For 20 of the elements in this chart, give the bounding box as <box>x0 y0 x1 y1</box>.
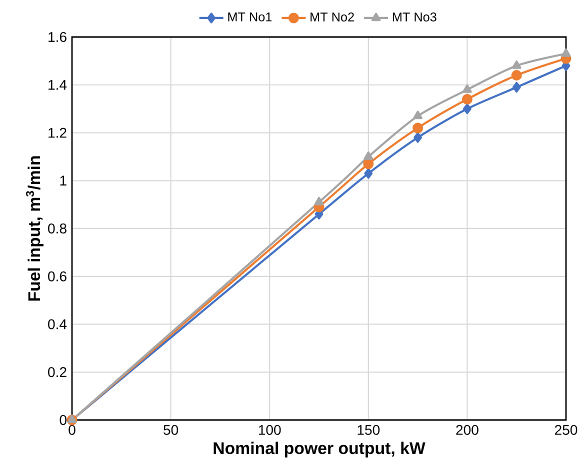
y-tick-label: 0.8 <box>48 224 66 234</box>
x-tick-label: 0 <box>68 424 76 435</box>
y-tick-label: 0.4 <box>48 319 67 330</box>
x-tick-label: 50 <box>164 424 178 435</box>
legend-label: MT No2 <box>310 12 354 22</box>
y-tick-label: 1.6 <box>48 32 66 42</box>
legend-label: MT No3 <box>392 12 436 22</box>
y-tick-label: 1.4 <box>48 80 67 90</box>
x-axis-title: Nominal power output, kW <box>214 442 426 458</box>
x-tick-label: 100 <box>258 424 281 435</box>
x-tick-label: 250 <box>554 424 578 435</box>
x-tick-label: 200 <box>456 424 478 435</box>
y-tick-label: 1 <box>60 176 66 186</box>
y-tick-label: 0 <box>60 415 66 425</box>
y-axis-title: Fuel input, m$^{3}$/min <box>26 156 44 301</box>
y-tick-label: 0.6 <box>48 271 66 282</box>
x-tick-label: 150 <box>358 424 380 435</box>
y-tick-label: 0.2 <box>48 367 66 378</box>
legend-label: MT No1 <box>228 12 272 22</box>
y-tick-label: 1.2 <box>48 128 66 138</box>
